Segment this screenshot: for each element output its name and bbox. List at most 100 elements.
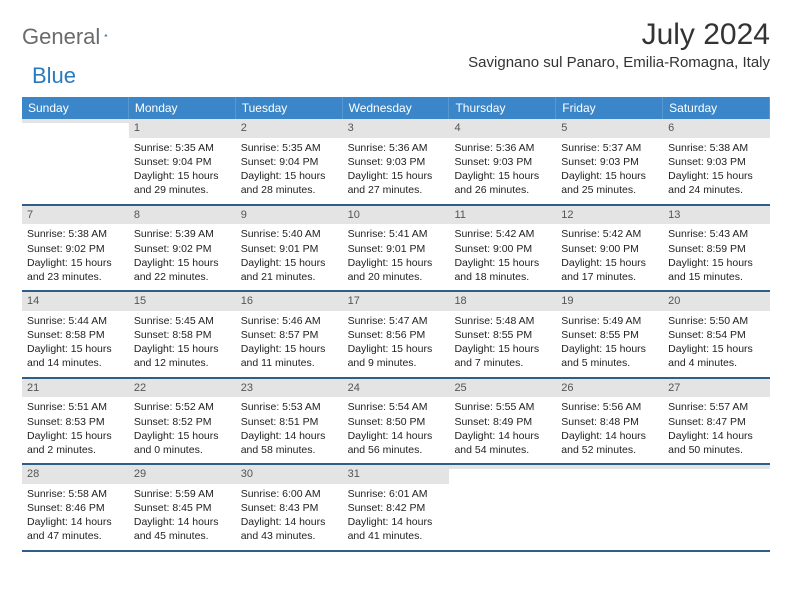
- sunrise-text: Sunrise: 5:40 AM: [241, 227, 338, 241]
- day-cell: 29 Sunrise: 5:59 AMSunset: 8:45 PMDayligh…: [129, 465, 236, 550]
- logo-word-1: General: [22, 24, 100, 50]
- sunrise-text: Sunrise: 5:35 AM: [134, 141, 231, 155]
- sunrise-text: Sunrise: 5:43 AM: [668, 227, 765, 241]
- day-cell: 19Sunrise: 5:49 AMSunset: 8:55 PMDayligh…: [556, 292, 663, 377]
- day-info: Sunrise: 5:35 AMSunset: 9:04 PMDaylight:…: [241, 141, 338, 198]
- day-info: Sunrise: 5:38 AMSunset: 9:03 PMDaylight:…: [668, 141, 765, 198]
- day-cell: 15 Sunrise: 5:45 AMSunset: 8:58 PMDayligh…: [129, 292, 236, 377]
- sunset-text: Sunset: 8:45 PM: [134, 501, 231, 515]
- day-cell-empty: [449, 465, 556, 550]
- daylight-text: Daylight: 15 hours and 28 minutes.: [241, 169, 338, 197]
- sunset-text: Sunset: 9:03 PM: [561, 155, 658, 169]
- day-number: 30: [236, 465, 343, 484]
- daylight-text: Daylight: 15 hours and 29 minutes.: [134, 169, 231, 197]
- sunset-text: Sunset: 9:01 PM: [241, 242, 338, 256]
- day-number: 16: [236, 292, 343, 311]
- day-number: 2: [236, 119, 343, 138]
- day-number: 6: [663, 119, 770, 138]
- day-info: Sunrise: 5:49 AMSunset: 8:55 PMDaylight:…: [561, 314, 658, 371]
- sunset-text: Sunset: 8:42 PM: [348, 501, 445, 515]
- sunrise-text: Sunrise: 5:36 AM: [348, 141, 445, 155]
- day-number: 8: [129, 206, 236, 225]
- sunrise-text: Sunrise: 5:56 AM: [561, 400, 658, 414]
- month-title: July 2024: [468, 18, 770, 52]
- dow-friday: Friday: [556, 97, 663, 119]
- calendar: Sunday Monday Tuesday Wednesday Thursday…: [22, 97, 770, 552]
- sunset-text: Sunset: 8:46 PM: [27, 501, 124, 515]
- dow-thursday: Thursday: [449, 97, 556, 119]
- day-number: 28: [22, 465, 129, 484]
- sunset-text: Sunset: 8:48 PM: [561, 415, 658, 429]
- dow-sunday: Sunday: [22, 97, 129, 119]
- day-number: [663, 465, 770, 469]
- weeks-container: 1Sunrise: 5:35 AMSunset: 9:04 PMDaylight…: [22, 119, 770, 552]
- sunrise-text: Sunrise: 5:41 AM: [348, 227, 445, 241]
- day-number: [449, 465, 556, 469]
- sunset-text: Sunset: 9:03 PM: [348, 155, 445, 169]
- sunrise-text: Sunrise: 5:38 AM: [668, 141, 765, 155]
- sunrise-text: Sunrise: 5:54 AM: [348, 400, 445, 414]
- sunrise-text: Sunrise: 6:00 AM: [241, 487, 338, 501]
- day-info: Sunrise: 5:50 AMSunset: 8:54 PMDaylight:…: [668, 314, 765, 371]
- sunset-text: Sunset: 8:57 PM: [241, 328, 338, 342]
- daylight-text: Daylight: 14 hours and 58 minutes.: [241, 429, 338, 457]
- logo: General: [22, 18, 126, 50]
- daylight-text: Daylight: 14 hours and 43 minutes.: [241, 515, 338, 543]
- day-cell: 1Sunrise: 5:35 AMSunset: 9:04 PMDaylight…: [129, 119, 236, 204]
- sunrise-text: Sunrise: 5:53 AM: [241, 400, 338, 414]
- sunset-text: Sunset: 8:43 PM: [241, 501, 338, 515]
- sunrise-text: Sunrise: 5:58 AM: [27, 487, 124, 501]
- day-number: 10: [343, 206, 450, 225]
- daylight-text: Daylight: 15 hours and 4 minutes.: [668, 342, 765, 370]
- daylight-text: Daylight: 15 hours and 21 minutes.: [241, 256, 338, 284]
- day-info: Sunrise: 5:38 AMSunset: 9:02 PMDaylight:…: [27, 227, 124, 284]
- daylight-text: Daylight: 15 hours and 11 minutes.: [241, 342, 338, 370]
- day-number: 9: [236, 206, 343, 225]
- day-of-week-header: Sunday Monday Tuesday Wednesday Thursday…: [22, 97, 770, 119]
- day-number: 29: [129, 465, 236, 484]
- day-info: Sunrise: 5:35 AMSunset: 9:04 PMDaylight:…: [134, 141, 231, 198]
- day-number: 20: [663, 292, 770, 311]
- daylight-text: Daylight: 15 hours and 18 minutes.: [454, 256, 551, 284]
- day-info: Sunrise: 5:59 AMSunset: 8:45 PMDaylight:…: [134, 487, 231, 544]
- daylight-text: Daylight: 15 hours and 9 minutes.: [348, 342, 445, 370]
- sunset-text: Sunset: 8:54 PM: [668, 328, 765, 342]
- day-number: 24: [343, 379, 450, 398]
- day-cell: 20 Sunrise: 5:50 AMSunset: 8:54 PMDayligh…: [663, 292, 770, 377]
- day-info: Sunrise: 5:42 AMSunset: 9:00 PMDaylight:…: [561, 227, 658, 284]
- sunset-text: Sunset: 8:49 PM: [454, 415, 551, 429]
- day-cell: 5Sunrise: 5:37 AMSunset: 9:03 PMDaylight…: [556, 119, 663, 204]
- daylight-text: Daylight: 15 hours and 2 minutes.: [27, 429, 124, 457]
- day-cell: 14Sunrise: 5:44 AMSunset: 8:58 PMDayligh…: [22, 292, 129, 377]
- day-info: Sunrise: 5:54 AMSunset: 8:50 PMDaylight:…: [348, 400, 445, 457]
- sunset-text: Sunset: 9:02 PM: [134, 242, 231, 256]
- day-info: Sunrise: 6:00 AMSunset: 8:43 PMDaylight:…: [241, 487, 338, 544]
- dow-monday: Monday: [129, 97, 236, 119]
- sunrise-text: Sunrise: 5:38 AM: [27, 227, 124, 241]
- day-cell-empty: [663, 465, 770, 550]
- sunrise-text: Sunrise: 5:45 AM: [134, 314, 231, 328]
- day-info: Sunrise: 5:57 AMSunset: 8:47 PMDaylight:…: [668, 400, 765, 457]
- daylight-text: Daylight: 15 hours and 7 minutes.: [454, 342, 551, 370]
- day-number: 27: [663, 379, 770, 398]
- day-info: Sunrise: 5:45 AMSunset: 8:58 PMDaylight:…: [134, 314, 231, 371]
- daylight-text: Daylight: 15 hours and 27 minutes.: [348, 169, 445, 197]
- day-number: 22: [129, 379, 236, 398]
- day-info: Sunrise: 5:56 AMSunset: 8:48 PMDaylight:…: [561, 400, 658, 457]
- day-info: Sunrise: 5:46 AMSunset: 8:57 PMDaylight:…: [241, 314, 338, 371]
- sunrise-text: Sunrise: 5:42 AM: [454, 227, 551, 241]
- day-info: Sunrise: 5:36 AMSunset: 9:03 PMDaylight:…: [348, 141, 445, 198]
- day-number: 4: [449, 119, 556, 138]
- daylight-text: Daylight: 15 hours and 22 minutes.: [134, 256, 231, 284]
- daylight-text: Daylight: 15 hours and 0 minutes.: [134, 429, 231, 457]
- dow-tuesday: Tuesday: [236, 97, 343, 119]
- day-number: 15: [129, 292, 236, 311]
- daylight-text: Daylight: 15 hours and 15 minutes.: [668, 256, 765, 284]
- sunrise-text: Sunrise: 5:36 AM: [454, 141, 551, 155]
- sunset-text: Sunset: 8:51 PM: [241, 415, 338, 429]
- daylight-text: Daylight: 14 hours and 56 minutes.: [348, 429, 445, 457]
- day-cell: 13Sunrise: 5:43 AMSunset: 8:59 PMDayligh…: [663, 206, 770, 291]
- week-row: 1Sunrise: 5:35 AMSunset: 9:04 PMDaylight…: [22, 119, 770, 206]
- day-cell: 11Sunrise: 5:42 AMSunset: 9:00 PMDayligh…: [449, 206, 556, 291]
- day-info: Sunrise: 6:01 AMSunset: 8:42 PMDaylight:…: [348, 487, 445, 544]
